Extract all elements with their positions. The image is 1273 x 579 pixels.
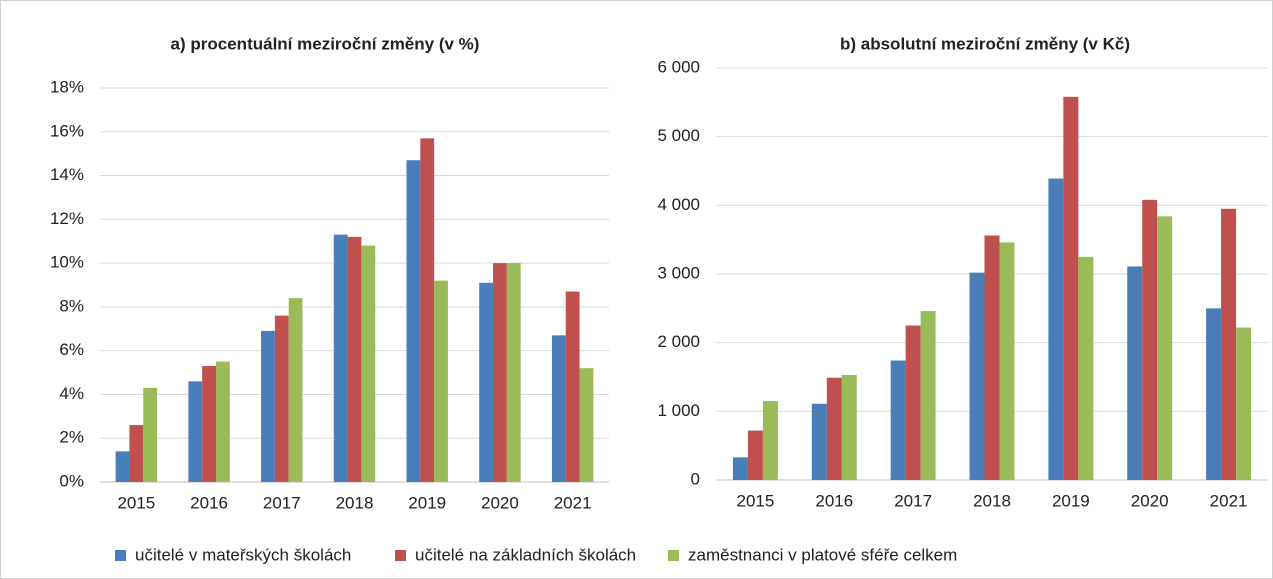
legend-swatch <box>115 550 126 561</box>
bar <box>762 401 778 480</box>
bar <box>506 263 521 482</box>
bar <box>129 425 144 482</box>
bar <box>115 451 130 482</box>
x-tick-label: 2021 <box>554 493 592 512</box>
bar <box>579 368 594 482</box>
bar <box>1142 199 1158 480</box>
y-tick-label: 18% <box>50 77 84 96</box>
y-tick-label: 10% <box>50 253 84 272</box>
bar <box>1048 178 1064 480</box>
y-tick-label: 1 000 <box>657 401 700 420</box>
x-tick-label: 2016 <box>815 491 853 510</box>
bar <box>999 242 1015 480</box>
bar <box>826 377 842 480</box>
x-tick-label: 2015 <box>737 491 775 510</box>
x-tick-label: 2017 <box>263 493 301 512</box>
bar <box>811 403 827 480</box>
bar <box>215 361 230 482</box>
chart-title: a) procentuální meziroční změny (v %) <box>171 34 480 53</box>
bar <box>984 235 1000 480</box>
bar <box>732 457 748 480</box>
y-tick-label: 16% <box>50 121 84 140</box>
bar <box>188 381 203 482</box>
bar <box>1078 256 1094 480</box>
bar <box>202 365 216 482</box>
legend-label: zaměstnanci v platové sféře celkem <box>688 545 957 564</box>
bar <box>493 263 507 482</box>
y-tick-label: 4% <box>59 384 84 403</box>
bar <box>288 298 303 482</box>
bar <box>1206 308 1222 480</box>
bar <box>1157 216 1173 480</box>
x-tick-label: 2016 <box>190 493 228 512</box>
bar <box>274 315 289 482</box>
bar <box>143 387 158 482</box>
x-tick-label: 2019 <box>408 493 446 512</box>
x-tick-label: 2021 <box>1210 491 1248 510</box>
bar <box>361 245 376 482</box>
y-tick-label: 14% <box>50 165 84 184</box>
bar <box>1236 327 1252 480</box>
bar <box>1063 96 1079 480</box>
bar <box>261 330 275 482</box>
y-tick-label: 12% <box>50 209 84 228</box>
x-tick-label: 2015 <box>117 493 155 512</box>
legend-label: učitelé v mateřských školách <box>135 545 351 564</box>
y-tick-label: 2 000 <box>657 332 700 351</box>
y-tick-label: 6% <box>59 340 84 359</box>
bar <box>969 272 985 480</box>
x-tick-label: 2017 <box>894 491 932 510</box>
bar <box>565 291 580 482</box>
bar <box>333 234 348 482</box>
bar <box>890 360 906 480</box>
chart-title: b) absolutní meziroční změny (v Kč) <box>840 34 1130 53</box>
y-tick-label: 0% <box>59 471 84 490</box>
y-tick-label: 0 <box>691 469 700 488</box>
y-tick-label: 6 000 <box>657 57 700 76</box>
bar <box>1127 266 1143 480</box>
y-tick-label: 3 000 <box>657 263 700 282</box>
bar <box>905 325 921 480</box>
bar <box>434 280 448 482</box>
bar <box>551 335 566 482</box>
x-tick-label: 2019 <box>1052 491 1090 510</box>
x-tick-label: 2020 <box>1131 491 1169 510</box>
x-tick-label: 2018 <box>336 493 374 512</box>
x-tick-label: 2018 <box>973 491 1011 510</box>
y-tick-label: 2% <box>59 428 84 447</box>
y-tick-label: 8% <box>59 296 84 315</box>
legend-label: učitelé na základních školách <box>415 545 636 564</box>
bar <box>920 311 936 480</box>
bar <box>1221 208 1237 480</box>
bar <box>841 374 857 480</box>
x-tick-label: 2020 <box>481 493 519 512</box>
y-tick-label: 5 000 <box>657 126 700 145</box>
bar <box>347 236 362 482</box>
bar <box>420 138 435 482</box>
bar <box>406 160 421 482</box>
legend-swatch <box>395 550 406 561</box>
bar <box>479 282 494 482</box>
legend-swatch <box>668 550 679 561</box>
bar <box>747 430 763 480</box>
y-tick-label: 4 000 <box>657 195 700 214</box>
